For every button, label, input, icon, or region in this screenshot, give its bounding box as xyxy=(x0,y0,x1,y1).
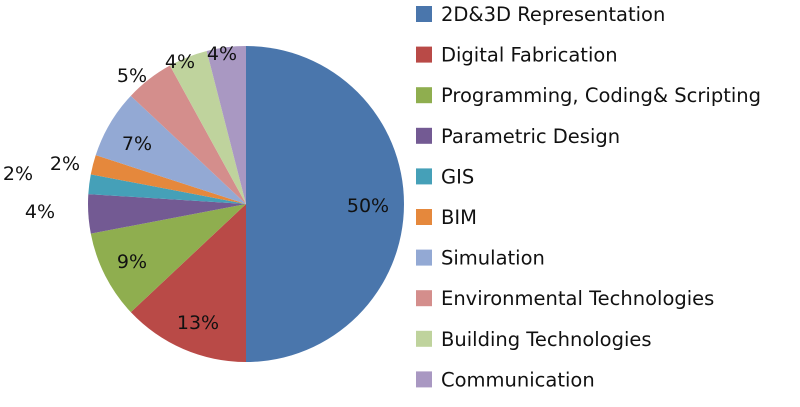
legend-entry: Programming, Coding& Scripting xyxy=(441,84,761,107)
legend-entry: BIM xyxy=(441,206,477,229)
legend-entry: Environmental Technologies xyxy=(441,287,714,310)
legend-swatch xyxy=(416,6,432,22)
data-label: 4% xyxy=(207,43,237,65)
legend-entry: Building Technologies xyxy=(441,328,652,351)
legend-swatch xyxy=(416,330,432,347)
legend-swatch xyxy=(416,209,432,225)
data-label: 2% xyxy=(50,153,80,175)
pie-slice xyxy=(95,95,247,204)
pie-slice xyxy=(90,204,246,313)
legend-entry: GIS xyxy=(441,165,474,188)
legend-swatch xyxy=(416,371,432,388)
legend: 2D&3D Representation Digital Fabrication P… xyxy=(416,3,761,391)
legend-swatch xyxy=(416,87,432,104)
legend-swatch xyxy=(416,249,432,266)
data-labels: 50% 13% 9% 4% 2% 2% 7% 5% 4% 4% xyxy=(3,43,389,334)
pie-slices xyxy=(88,46,404,362)
pie-slice xyxy=(88,194,246,234)
pie-slice xyxy=(130,204,246,362)
pie-slice xyxy=(90,155,246,204)
legend-entry: Digital Fabrication xyxy=(441,44,618,67)
pie-slice xyxy=(206,46,246,204)
legend-swatch xyxy=(416,290,432,307)
legend-entry: 2D&3D Representation xyxy=(441,3,665,26)
legend-swatch xyxy=(416,127,432,144)
legend-entry: Simulation xyxy=(441,247,545,270)
data-label: 7% xyxy=(122,133,152,155)
data-label: 4% xyxy=(165,51,195,73)
data-label: 9% xyxy=(117,251,147,273)
legend-entry: Communication xyxy=(441,368,595,391)
data-label: 4% xyxy=(25,201,55,223)
legend-swatch xyxy=(416,168,432,185)
data-label: 2% xyxy=(3,163,33,185)
pie-slice xyxy=(88,174,247,204)
data-label: 5% xyxy=(117,65,147,87)
legend-entry: Parametric Design xyxy=(441,125,620,148)
pie-slice xyxy=(130,65,246,204)
data-label: 13% xyxy=(177,312,219,334)
pie-slice xyxy=(246,46,404,362)
legend-swatch xyxy=(416,46,432,63)
pie-slice xyxy=(169,50,246,204)
data-label: 50% xyxy=(347,195,389,217)
